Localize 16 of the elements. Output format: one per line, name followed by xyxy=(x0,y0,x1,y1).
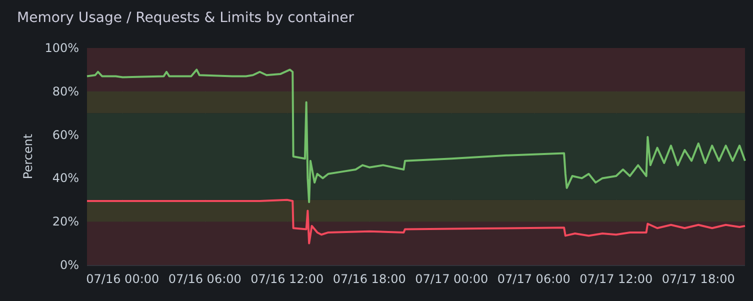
y-tick-label: 60% xyxy=(52,128,79,142)
x-tick-label: 07/17 06:00 xyxy=(497,272,570,286)
x-tick-label: 07/16 06:00 xyxy=(168,272,242,286)
y-tick-label: 20% xyxy=(52,214,79,229)
y-axis-title: Percent xyxy=(20,134,35,180)
chart-title: Memory Usage / Requests & Limits by container xyxy=(17,10,354,26)
x-tick-label: 07/16 00:00 xyxy=(86,272,160,286)
x-tick-label: 07/17 18:00 xyxy=(662,272,735,286)
y-tick-label: 100% xyxy=(44,41,79,55)
x-tick-label: 07/16 18:00 xyxy=(332,272,406,286)
y-tick-label: 0% xyxy=(60,258,79,272)
y-tick-label: 40% xyxy=(52,171,79,186)
x-tick-label: 07/17 12:00 xyxy=(580,272,653,286)
y-tick-label: 80% xyxy=(52,84,79,98)
x-tick-label: 07/16 12:00 xyxy=(250,272,324,286)
x-tick-label: 07/17 00:00 xyxy=(415,272,488,286)
